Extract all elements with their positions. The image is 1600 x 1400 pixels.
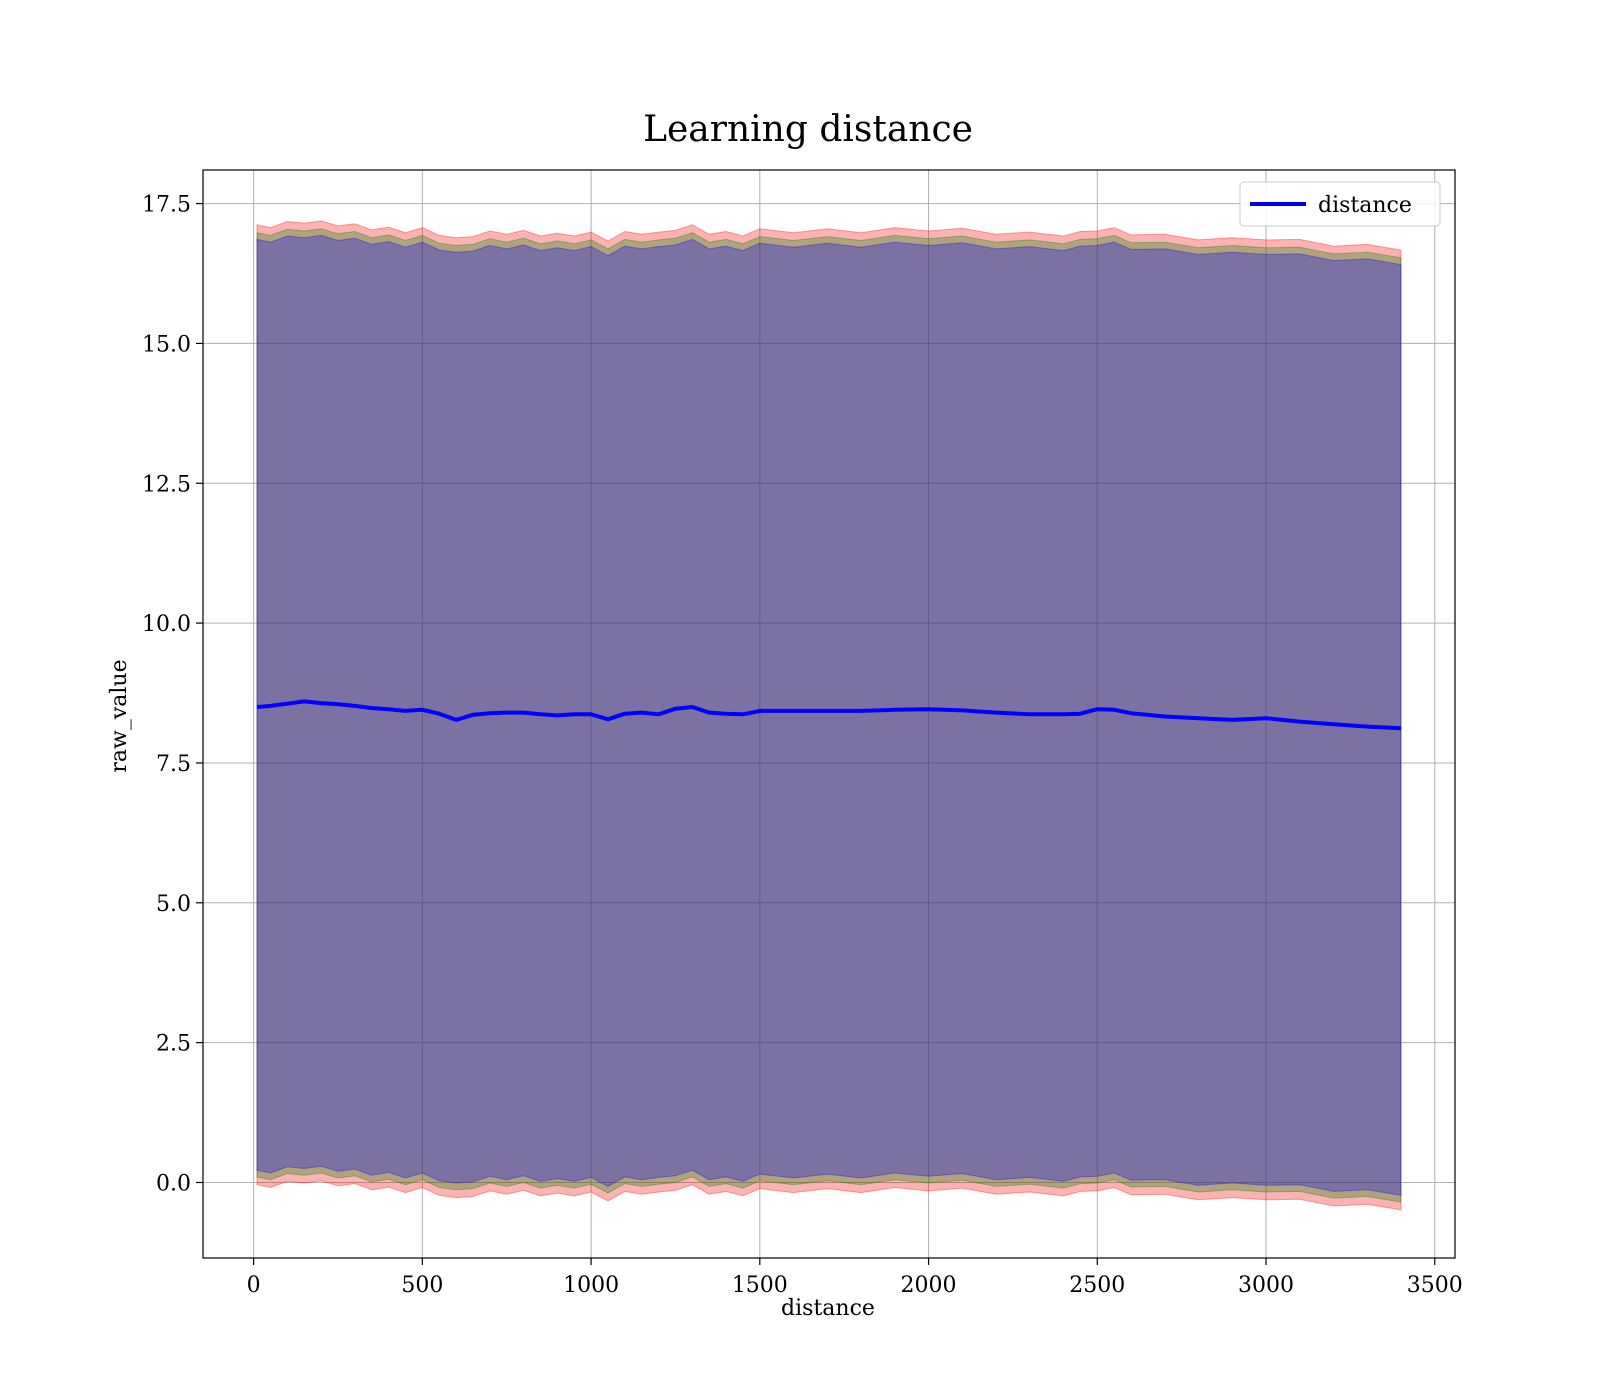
legend-box <box>1239 181 1441 227</box>
plot-frame <box>202 169 1456 1259</box>
plot-area <box>203 170 1455 1258</box>
error-band-0 <box>256 220 1402 1211</box>
legend: distance <box>1239 181 1441 227</box>
x-tick-label: 3500 <box>1407 1273 1463 1298</box>
y-tick-label: 10.0 <box>142 612 191 637</box>
chart-title: Learning distance <box>643 109 973 150</box>
plot-background <box>203 170 1455 1258</box>
x-tick-label: 500 <box>401 1273 443 1298</box>
series-lines <box>256 699 1402 731</box>
error-band-2 <box>256 234 1402 1196</box>
y-axis-label: raw_value <box>107 659 132 772</box>
x-tick-label: 2000 <box>901 1273 957 1298</box>
y-tick-label: 0.0 <box>156 1171 191 1196</box>
x-tick-label: 2500 <box>1069 1273 1125 1298</box>
error-bands <box>256 220 1402 1211</box>
x-tick-label: 1500 <box>732 1273 788 1298</box>
x-tick-label: 1000 <box>563 1273 619 1298</box>
axes: 0 500 1000 1500 2000 2500 3000 3500 0.0 2.5 5.0 7.5… <box>142 169 1463 1298</box>
y-tick-label: 17.5 <box>142 193 191 218</box>
y-tick-label: 2.5 <box>156 1032 191 1057</box>
legend-label-distance: distance <box>1318 193 1412 218</box>
y-tick-label: 15.0 <box>142 332 191 357</box>
y-tick-label: 12.5 <box>142 472 191 497</box>
y-tick-label: 5.0 <box>156 892 191 917</box>
error-band-1 <box>256 228 1402 1203</box>
x-axis-label: distance <box>781 1296 875 1321</box>
x-tick-label: 0 <box>247 1273 261 1298</box>
series-line-distance <box>256 699 1402 731</box>
y-tick-label: 7.5 <box>156 752 191 777</box>
x-tick-label: 3000 <box>1238 1273 1294 1298</box>
